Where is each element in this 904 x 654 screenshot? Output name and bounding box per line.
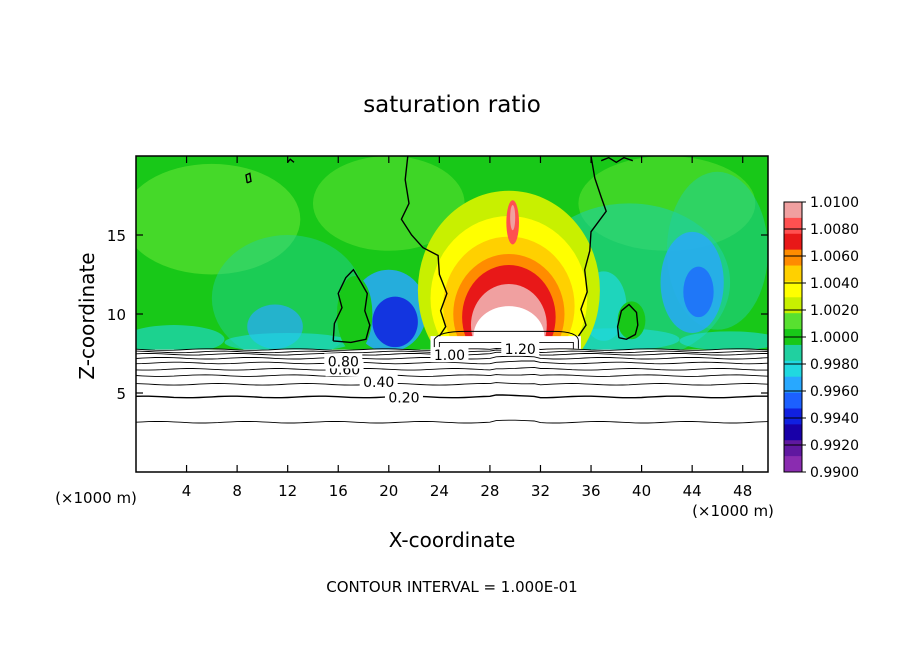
dry-column bbox=[683, 266, 714, 318]
colorbar-swatch bbox=[784, 392, 802, 409]
x-axis: 4 8 12 16 20 24 28 32 36 40 44 48 bbox=[182, 156, 752, 500]
x-unit-right: (×1000 m) bbox=[692, 502, 774, 520]
contour-label-bg bbox=[430, 347, 469, 363]
colorbar-label: 1.0100 bbox=[810, 195, 859, 211]
colorbar-swatch bbox=[784, 281, 802, 298]
y-tick-label: 15 bbox=[107, 227, 126, 245]
field-patch bbox=[136, 163, 301, 275]
y-axis: 5 10 15 bbox=[107, 227, 768, 403]
colorbar-swatch bbox=[784, 424, 802, 441]
contour-line bbox=[136, 419, 768, 424]
colorbar-swatch bbox=[784, 265, 802, 282]
subcloud-region bbox=[136, 349, 768, 472]
contour-label: 1.00 bbox=[434, 348, 465, 364]
contour-line bbox=[600, 156, 634, 164]
y-tick-label: 10 bbox=[107, 306, 126, 324]
colorbar-swatch bbox=[784, 376, 802, 394]
contour-line bbox=[136, 360, 768, 365]
x-tick-label: 24 bbox=[430, 482, 449, 500]
colorbar-label: 0.9900 bbox=[810, 465, 859, 481]
colorbar-label: 1.0000 bbox=[810, 330, 859, 346]
contour-line bbox=[332, 268, 371, 344]
colorbar-label: 1.0060 bbox=[810, 249, 859, 265]
moist-band bbox=[136, 325, 225, 354]
colorbar-swatch bbox=[784, 408, 802, 425]
dry-column bbox=[372, 296, 418, 348]
colorbar-swatch bbox=[784, 440, 802, 457]
colorbar-swatch bbox=[784, 233, 802, 251]
contour-line bbox=[433, 330, 579, 349]
colorbar-swatch bbox=[784, 202, 802, 219]
x-tick-label: 12 bbox=[278, 482, 297, 500]
contour-label-bg bbox=[384, 389, 423, 405]
contour-label-bg bbox=[359, 373, 398, 389]
colorbar-label: 0.9980 bbox=[810, 357, 859, 373]
chart-title: saturation ratio bbox=[363, 92, 541, 118]
y-axis-label: Z-coordinate bbox=[75, 252, 99, 379]
contour-line bbox=[400, 156, 448, 337]
x-tick-label: 4 bbox=[182, 482, 192, 500]
colorbar: 1.0100 1.0080 1.0060 1.0040 1.0020 1.0000 0.99… bbox=[783, 195, 859, 481]
colorbar-swatch bbox=[784, 344, 802, 362]
contour-label-bg bbox=[324, 353, 363, 369]
contour-line bbox=[136, 382, 768, 386]
x-tick-label: 40 bbox=[632, 482, 651, 500]
x-tick-label: 8 bbox=[232, 482, 242, 500]
colorbar-swatch bbox=[784, 217, 802, 235]
x-tick-label: 48 bbox=[733, 482, 752, 500]
contour-lines: 0.200.400.600.80 1.00 1.20 bbox=[136, 156, 768, 424]
field-patch bbox=[312, 156, 465, 251]
contour-interval-note: CONTOUR INTERVAL = 1.000E-01 bbox=[326, 578, 577, 596]
contour-label: 1.20 bbox=[505, 342, 536, 358]
x-tick-label: 20 bbox=[379, 482, 398, 500]
plume-tip bbox=[510, 204, 516, 231]
contour-line bbox=[245, 172, 252, 184]
colorbar-label: 1.0020 bbox=[810, 303, 859, 319]
x-tick-label: 36 bbox=[581, 482, 600, 500]
tower bbox=[617, 301, 646, 340]
tower bbox=[336, 276, 373, 352]
plot-area bbox=[136, 156, 768, 472]
x-tick-label: 28 bbox=[480, 482, 499, 500]
contour-line bbox=[577, 156, 607, 337]
colorbar-swatch bbox=[784, 456, 802, 473]
contour-line bbox=[136, 394, 768, 399]
x-unit-left: (×1000 m) bbox=[55, 489, 137, 507]
colorbar-label: 0.9960 bbox=[810, 384, 859, 400]
x-tick-label: 44 bbox=[683, 482, 702, 500]
contour-label: 0.40 bbox=[363, 375, 394, 391]
moist-band bbox=[679, 331, 768, 351]
x-axis-label: X-coordinate bbox=[389, 528, 516, 552]
colorbar-label: 1.0080 bbox=[810, 222, 859, 238]
x-tick-label: 32 bbox=[531, 482, 550, 500]
colorbar-swatch bbox=[784, 297, 802, 314]
contour-line bbox=[136, 366, 768, 371]
x-tick-label: 16 bbox=[329, 482, 348, 500]
contour-label-bg bbox=[501, 340, 540, 356]
colorbar-label: 1.0040 bbox=[810, 276, 859, 292]
colorbar-swatch bbox=[784, 249, 802, 267]
colorbar-swatch bbox=[784, 360, 802, 378]
y-tick-label: 5 bbox=[116, 385, 126, 403]
colorbar-label: 0.9920 bbox=[810, 438, 859, 454]
moist-band bbox=[224, 332, 351, 352]
contour-label: 0.20 bbox=[388, 391, 419, 407]
colorbar-swatch bbox=[784, 313, 802, 330]
colorbar-label: 0.9940 bbox=[810, 411, 859, 427]
contour-line bbox=[136, 373, 768, 377]
contour-label: 0.80 bbox=[328, 354, 359, 370]
contour-line bbox=[616, 303, 639, 341]
contour-line bbox=[287, 158, 295, 163]
